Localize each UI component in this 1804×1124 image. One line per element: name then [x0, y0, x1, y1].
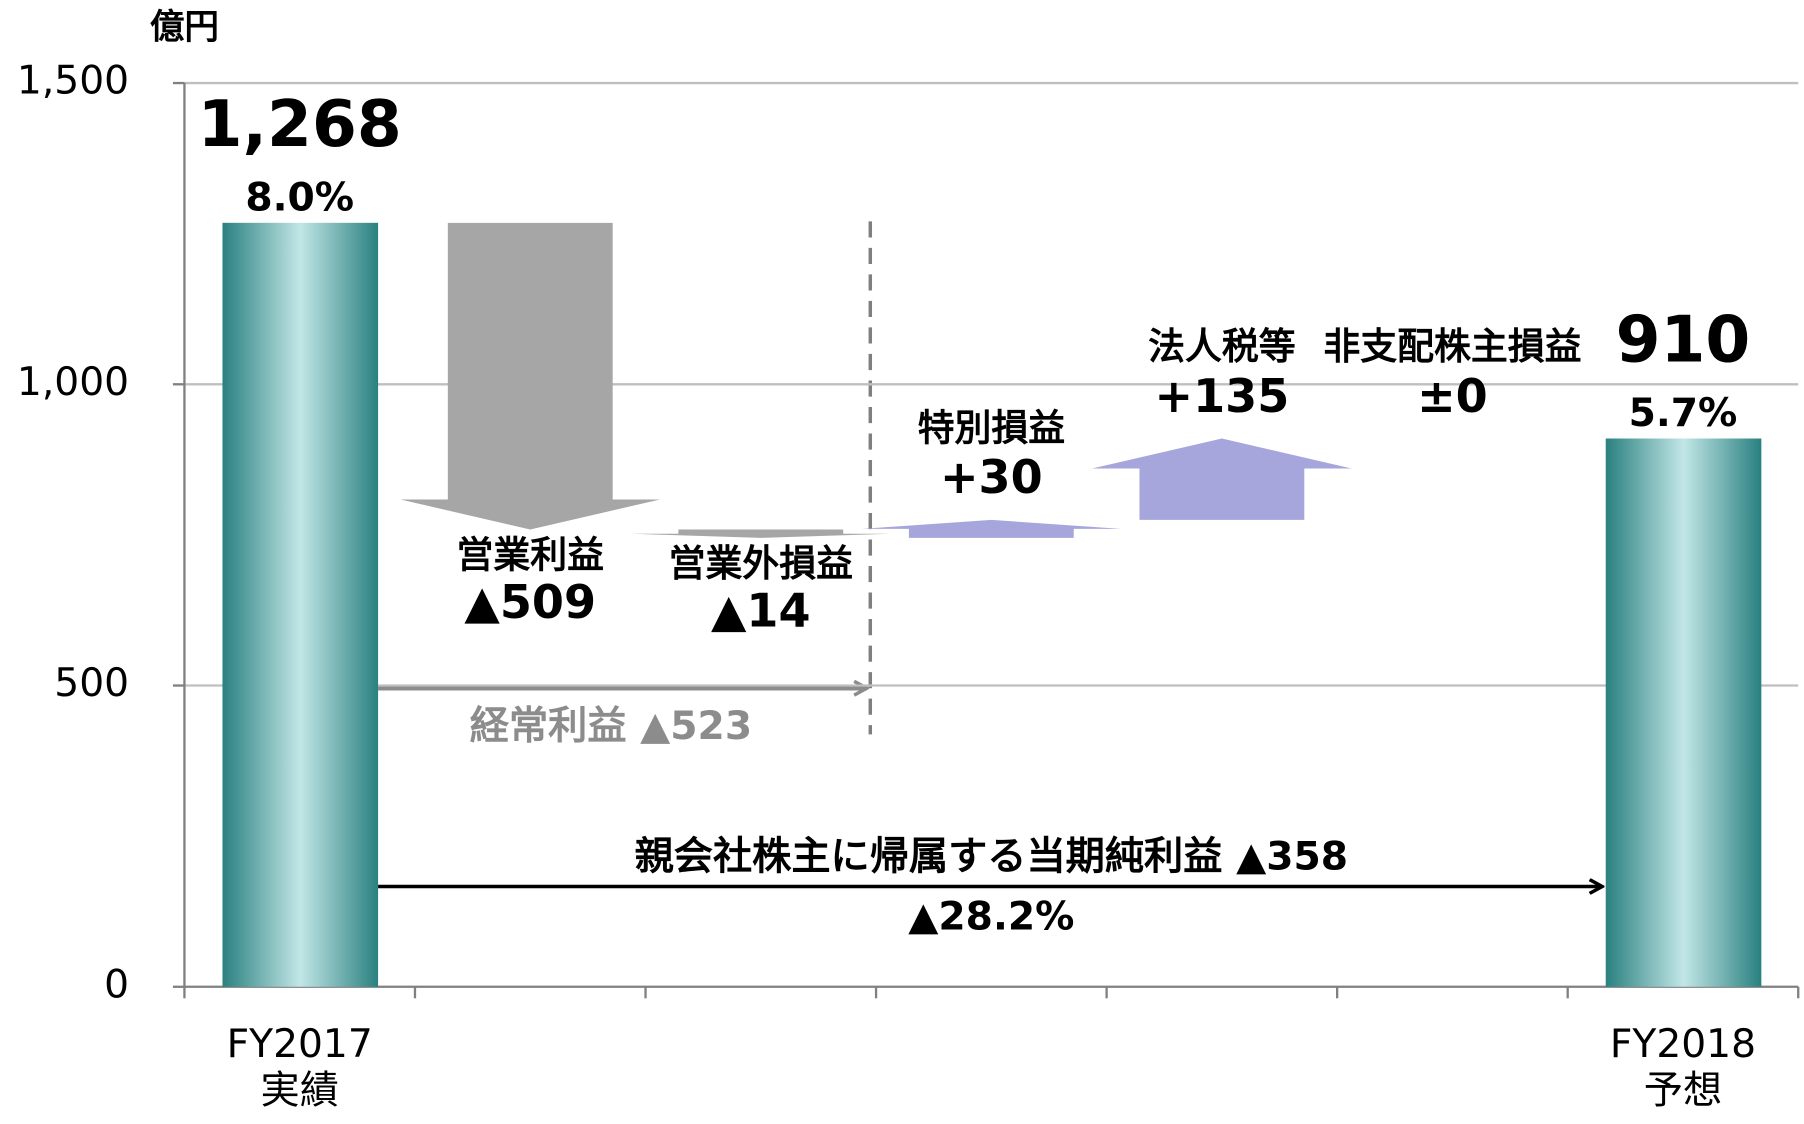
y-tick-label: 1,000 — [17, 360, 129, 405]
value-label: ±0 — [1417, 369, 1488, 423]
x-tick-label: 予想 — [1644, 1068, 1722, 1113]
y-tick-label: 0 — [104, 962, 129, 1007]
percent-label: 5.7% — [1629, 391, 1738, 436]
annotation: 親会社株主に帰属する当期純利益 ▲358 — [635, 834, 1348, 879]
value-label: 1,268 — [198, 87, 402, 162]
step-name: 法人税等 — [1148, 325, 1296, 368]
value-label: +135 — [1154, 369, 1289, 423]
annotation: ▲28.2% — [908, 894, 1074, 939]
value-label: 910 — [1616, 303, 1751, 378]
x-tick-label: FY2017 — [227, 1022, 373, 1067]
step-arrow — [1092, 438, 1352, 520]
step-arrow — [400, 222, 660, 530]
x-tick-label: FY2018 — [1610, 1022, 1756, 1067]
percent-label: 8.0% — [245, 175, 354, 220]
value-label: ▲14 — [711, 584, 811, 638]
step-arrow — [861, 519, 1122, 538]
step-arrow — [631, 529, 891, 538]
annotation: 経常利益 ▲523 — [470, 704, 752, 749]
bar — [222, 222, 379, 987]
y-tick-label: 500 — [54, 661, 129, 706]
y-tick-label: 1,500 — [17, 59, 129, 104]
bar — [1605, 438, 1762, 987]
step-name: 特別損益 — [918, 406, 1066, 449]
value-label: +30 — [940, 450, 1043, 504]
step-name: 営業利益 — [456, 534, 604, 577]
step-name: 営業外損益 — [669, 542, 853, 585]
step-name: 非支配株主損益 — [1323, 325, 1581, 368]
x-tick-label: 実績 — [261, 1068, 339, 1113]
unit-label: 億円 — [150, 7, 219, 47]
value-label: ▲509 — [464, 575, 596, 629]
